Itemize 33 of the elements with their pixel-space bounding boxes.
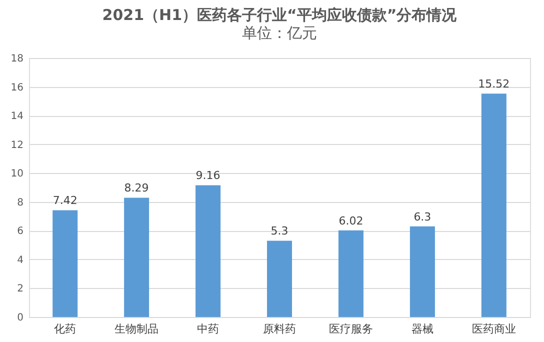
y-tick-label: 16	[10, 82, 24, 94]
data-label: 9.16	[196, 169, 220, 182]
bar	[196, 185, 221, 317]
bar	[338, 230, 364, 317]
x-tick-label: 中药	[197, 322, 220, 336]
data-label: 8.29	[124, 182, 149, 195]
data-label: 7.42	[52, 194, 78, 208]
data-label: 6.3	[414, 210, 432, 224]
data-label: 5.3	[270, 224, 288, 238]
x-tick-label: 医疗服务	[328, 322, 373, 336]
x-tick-label: 器械	[411, 322, 434, 336]
y-tick-label: 18	[10, 54, 24, 64]
x-tick-label: 医药商业	[472, 322, 516, 336]
bar	[481, 94, 506, 317]
y-tick-label: 4	[17, 254, 24, 266]
y-tick-label: 14	[10, 111, 24, 122]
x-tick-label: 生物制品	[114, 322, 159, 336]
data-label: 6.02	[338, 214, 364, 228]
y-tick-label: 0	[17, 312, 24, 324]
bar	[124, 198, 150, 317]
y-tick-label: 10	[10, 168, 24, 180]
bar	[410, 226, 435, 317]
data-label: 15.52	[478, 78, 510, 91]
y-tick-label: 8	[17, 197, 24, 208]
chart-subtitle: 单位：亿元	[242, 24, 317, 42]
x-tick-label: 原料药	[263, 322, 296, 336]
y-tick-label: 12	[10, 140, 24, 151]
y-tick-label: 6	[17, 226, 24, 238]
x-tick-label: 化药	[54, 322, 76, 336]
chart-title: 2021（H1）医药各子行业“平均应收债款”分布情况	[102, 6, 458, 24]
y-tick-label: 2	[17, 284, 24, 295]
bar	[266, 240, 292, 317]
bar	[52, 210, 78, 317]
